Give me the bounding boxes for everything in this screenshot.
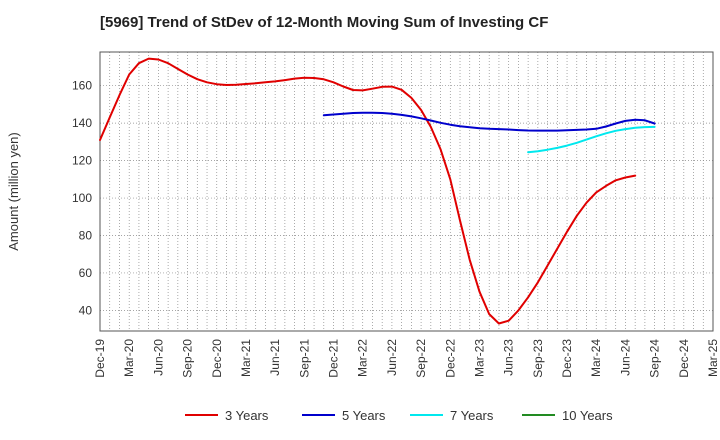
x-tick-label: Mar-24 [589,339,603,377]
legend: 3 Years 5 Years 7 Years 10 Years [185,408,613,423]
x-tick-label: Sep-24 [648,339,662,378]
legend-label-10-years: 10 Years [562,408,613,423]
legend-label-3-years: 3 Years [225,408,269,423]
grid-lines [100,52,713,331]
y-tick-label: 60 [79,266,93,280]
y-tick-label: 100 [72,191,92,205]
legend-label-7-years: 7 Years [450,408,494,423]
y-tick-label: 160 [72,79,92,93]
y-tick-label: 140 [72,116,92,130]
x-tick-label: Jun-23 [502,339,516,376]
x-tick-label: Sep-20 [181,339,195,378]
x-tick-label: Mar-23 [472,339,486,377]
series-line-3-years [99,57,637,325]
x-tick-label: Mar-21 [239,339,253,377]
series-lines [99,57,656,325]
x-tick-label: Dec-24 [677,339,691,378]
x-tick-label: Dec-20 [210,339,224,378]
x-tick-label: Jun-24 [618,339,632,376]
x-tick-label: Dec-22 [443,339,457,378]
legend-label-5-years: 5 Years [342,408,386,423]
y-tick-label: 120 [72,154,92,168]
series-line-7-years [527,125,656,154]
x-tick-label: Jun-20 [151,339,165,376]
x-tick-label: Mar-22 [356,339,370,377]
x-tick-label: Dec-21 [327,339,341,378]
x-tick-label: Sep-21 [297,339,311,378]
y-axis-label: Amount (million yen) [6,132,21,251]
series-line-5-years [322,111,656,132]
x-tick-label: Jun-21 [268,339,282,376]
axis-ticks: 40 60 80 100 120 140 160 Dec-19 Mar-20 Jun-20 Sep-… [72,79,720,378]
x-tick-label: Mar-25 [706,339,720,377]
plot-area-frame [99,51,714,332]
x-tick-label: Dec-19 [93,339,107,378]
y-tick-label: 40 [79,303,93,317]
x-tick-label: Mar-20 [122,339,136,377]
x-tick-label: Sep-22 [414,339,428,378]
x-tick-label: Dec-23 [560,339,574,378]
y-tick-label: 80 [79,229,93,243]
chart-title: [5969] Trend of StDev of 12-Month Moving… [100,14,549,31]
x-tick-label: Jun-22 [385,339,399,376]
x-tick-label: Sep-23 [531,339,545,378]
